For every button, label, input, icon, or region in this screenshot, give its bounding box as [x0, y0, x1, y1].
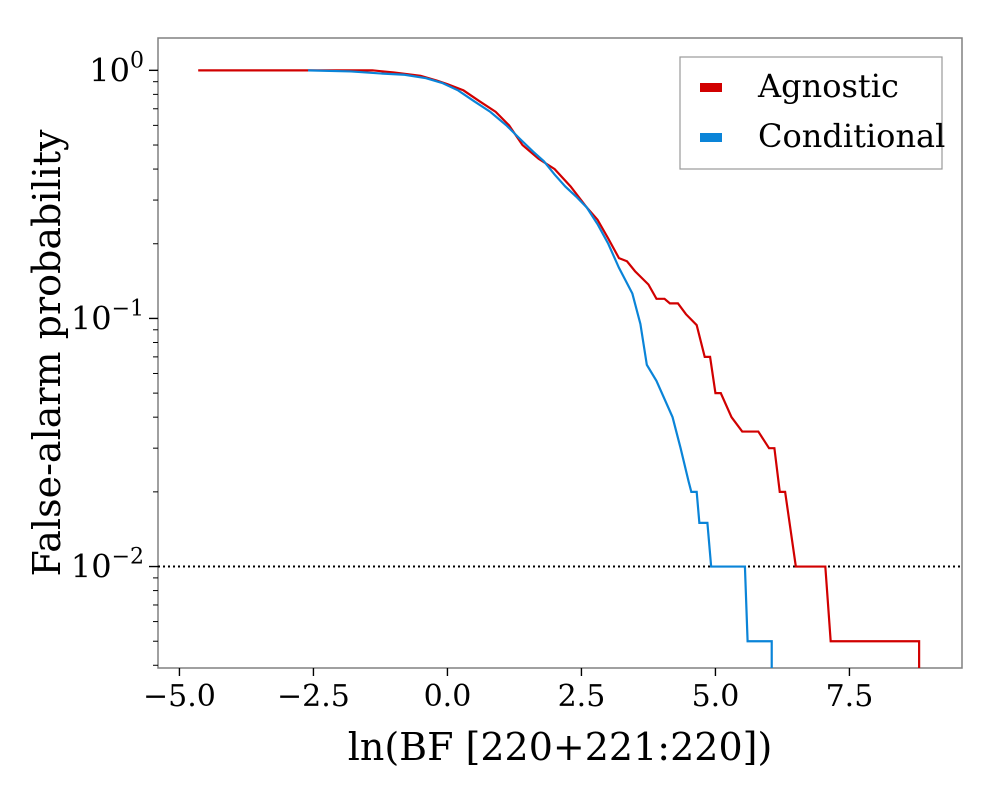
x-tick-label: 2.5: [558, 679, 606, 714]
legend-box: [679, 56, 943, 170]
y-axis: 100 10−1 10−2: [71, 48, 158, 666]
legend-label-conditional: Conditional: [758, 117, 945, 155]
x-tick-label: −5.0: [143, 679, 216, 714]
y-tick-label: 10−1: [71, 296, 144, 337]
series-line-agnostic: [198, 69, 921, 668]
series-line-conditional: [308, 69, 773, 668]
legend-label-agnostic: Agnostic: [757, 67, 899, 105]
y-axis-label: False-alarm probability: [25, 129, 69, 577]
legend: Agnostic Conditional: [679, 56, 945, 170]
series-layer: [198, 69, 921, 668]
plot-area-frame: [157, 37, 963, 669]
y-tick-label: 100: [89, 48, 144, 89]
x-axis-label: ln(BF [220+221:220]): [348, 725, 773, 769]
x-tick-label: 0.0: [424, 679, 472, 714]
x-tick-label: 7.5: [826, 679, 874, 714]
x-tick-label: 5.0: [692, 679, 740, 714]
legend-swatch-agnostic: [700, 83, 722, 92]
x-axis: −5.0 −2.5 0.0 2.5 5.0 7.5: [143, 668, 873, 714]
legend-swatch-conditional: [700, 133, 722, 142]
x-tick-label: −2.5: [277, 679, 350, 714]
y-tick-label: 10−2: [71, 545, 144, 586]
